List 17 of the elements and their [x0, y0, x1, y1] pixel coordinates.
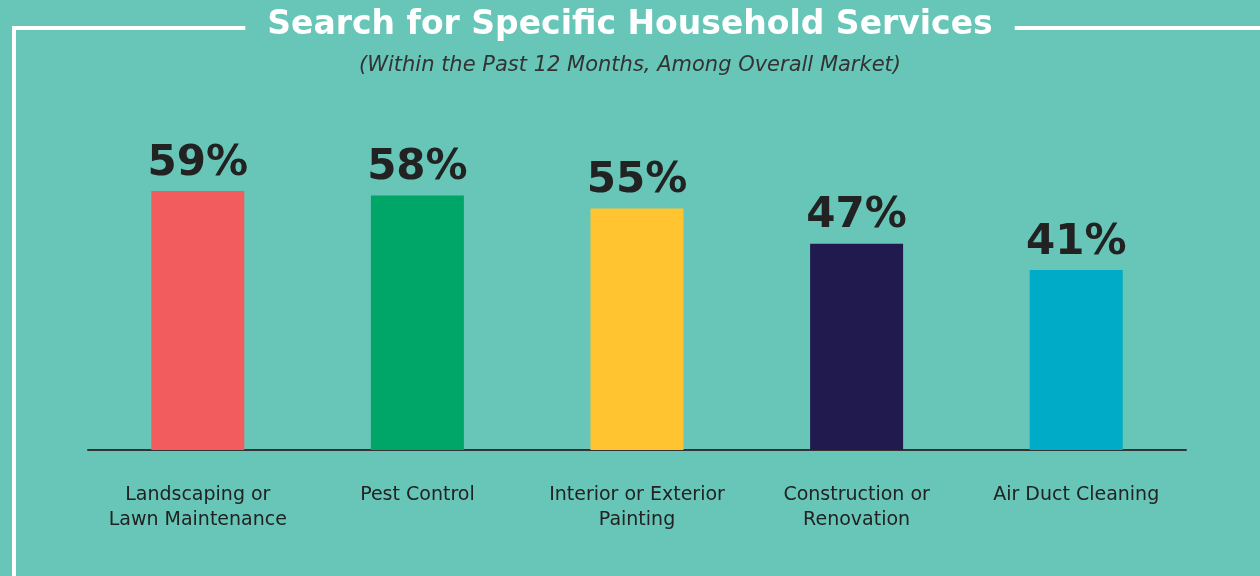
- x-tick-label: Construction or Renovation: [783, 481, 931, 529]
- bar: [151, 191, 245, 450]
- data-label: 59%: [147, 135, 249, 185]
- x-tick-label: Landscaping or Lawn Maintenance: [108, 481, 287, 529]
- x-tick-label: Air Duct Cleaning: [993, 481, 1160, 504]
- chart-title: Search for Specific Household Services: [267, 3, 993, 42]
- chart-subtitle: (Within the Past 12 Months, Among Overall Market): [358, 51, 902, 76]
- data-label: 47%: [806, 188, 907, 238]
- data-label: 41%: [1025, 214, 1127, 264]
- data-label: 55%: [586, 153, 688, 203]
- bar: [590, 208, 684, 450]
- bar: [810, 243, 904, 450]
- x-tick-label: Pest Control: [360, 481, 475, 504]
- bar: [370, 195, 464, 450]
- bar: [1029, 270, 1123, 450]
- data-label: 58%: [367, 139, 468, 189]
- x-tick-label: Interior or Exterior Painting: [549, 481, 726, 529]
